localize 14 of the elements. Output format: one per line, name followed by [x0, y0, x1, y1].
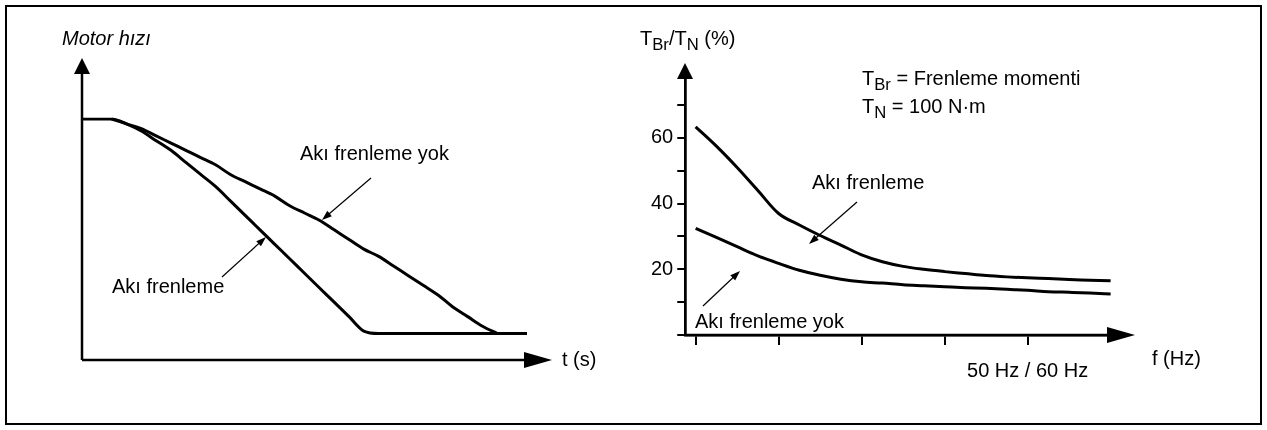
series-label: Akı frenleme [812, 171, 925, 193]
y-axis-title: T$_{Br}$/T$_{N}$ (%) [640, 27, 736, 54]
x-axis-title: f (Hz) [1152, 347, 1201, 369]
y-axis-title: Motor hızı [62, 27, 151, 49]
text: Akı frenleme yok [300, 142, 449, 164]
legend-label: Akı frenleme [112, 275, 225, 297]
y-tick-label: 20 [651, 256, 674, 279]
x-tick-label: 50 Hz / 60 Hz [967, 358, 1089, 381]
y-tick-label: 40 [651, 191, 674, 214]
y-tick-label: 60 [651, 125, 674, 148]
legend-label: Akı frenleme yok [695, 310, 844, 332]
annotation: T$_{N}$ = 100 N·m [862, 95, 986, 122]
x-axis-title: t (s) [562, 348, 597, 370]
annotation: T$_{Br}$ = Frenleme momenti [862, 67, 1081, 94]
